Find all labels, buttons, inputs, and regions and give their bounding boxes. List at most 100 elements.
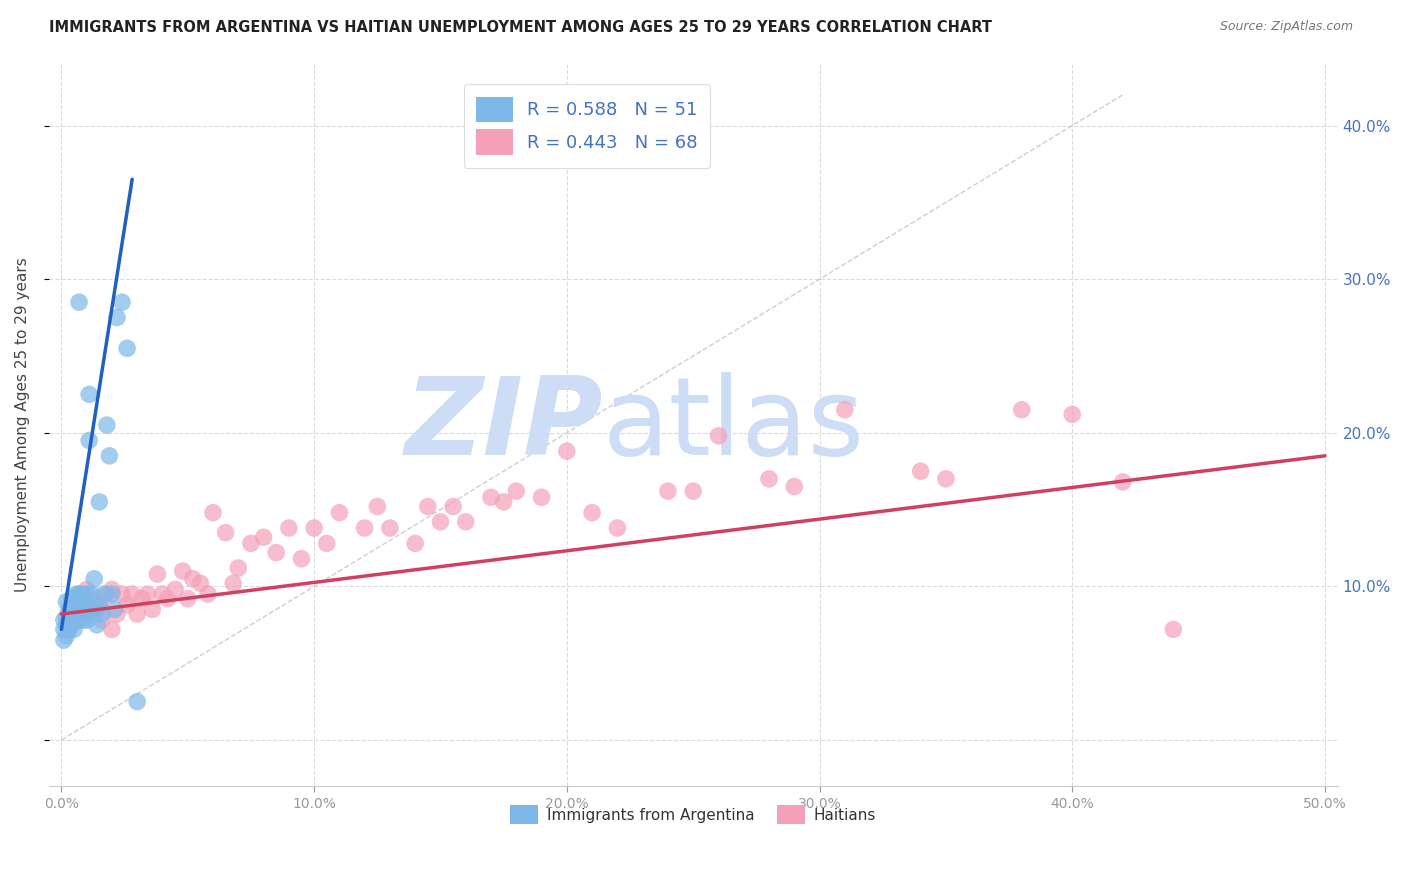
Point [70,602,93,616]
Point [239,536,262,550]
Point [70,587,93,601]
Point [67,587,90,601]
Point [101,582,124,597]
Point [63,595,86,609]
Point [910,464,932,478]
Point [58,607,80,621]
Point [63,598,86,612]
Legend: Immigrants from Argentina, Haitians: Immigrants from Argentina, Haitians [503,798,883,830]
Point [190,576,212,591]
Point [707,429,730,443]
Point [55,595,77,609]
Point [83,572,105,586]
Point [115,598,138,612]
Point [58,602,80,616]
Point [353,521,375,535]
Point [1011,402,1033,417]
Point [378,521,401,535]
Text: atlas: atlas [603,372,865,478]
Point [404,536,426,550]
Point [65,587,87,601]
Point [89,598,111,612]
Point [181,572,204,586]
Point [89,495,111,509]
Point [80,607,103,621]
Point [530,491,553,505]
Point [60,610,83,624]
Point [55,617,77,632]
Text: Source: ZipAtlas.com: Source: ZipAtlas.com [1219,20,1353,33]
Point [127,695,149,709]
Text: IMMIGRANTS FROM ARGENTINA VS HAITIAN UNEMPLOYMENT AMONG AGES 25 TO 29 YEARS CORR: IMMIGRANTS FROM ARGENTINA VS HAITIAN UNE… [49,20,993,35]
Point [70,607,93,621]
Point [505,484,527,499]
Point [834,402,856,417]
Point [73,595,96,609]
Point [52,623,75,637]
Point [89,598,111,612]
Point [77,387,100,401]
Point [222,576,245,591]
Point [101,587,124,601]
Point [111,587,134,601]
Point [90,613,112,627]
Point [63,610,86,624]
Point [76,613,98,627]
Point [441,500,464,514]
Point [606,521,628,535]
Point [80,602,103,616]
Point [226,561,249,575]
Point [172,564,194,578]
Point [290,551,312,566]
Point [70,613,93,627]
Point [131,591,153,606]
Point [214,525,236,540]
Point [105,310,128,325]
Point [136,587,159,601]
Point [202,506,225,520]
Y-axis label: Unemployment Among Ages 25 to 29 years: Unemployment Among Ages 25 to 29 years [15,258,30,592]
Point [555,444,578,458]
Point [73,607,96,621]
Point [77,434,100,448]
Point [60,591,83,606]
Point [315,536,337,550]
Point [67,295,90,310]
Point [156,591,179,606]
Point [86,602,108,616]
Point [302,521,325,535]
Point [80,587,103,601]
Point [197,587,219,601]
Point [65,613,87,627]
Point [1112,475,1135,489]
Text: ZIP: ZIP [405,372,603,478]
Point [1163,623,1185,637]
Point [783,479,806,493]
Point [76,582,98,597]
Point [101,623,124,637]
Point [429,515,451,529]
Point [366,500,388,514]
Point [90,607,112,621]
Point [58,623,80,637]
Point [52,633,75,648]
Point [70,613,93,627]
Point [67,595,90,609]
Point [935,472,957,486]
Point [121,587,143,601]
Point [416,500,439,514]
Point [76,587,98,601]
Point [96,587,118,601]
Point [479,491,502,505]
Point [177,591,200,606]
Point [58,613,80,627]
Point [165,582,187,597]
Point [152,587,174,601]
Point [103,602,125,616]
Point [98,449,121,463]
Point [141,602,163,616]
Point [277,521,299,535]
Point [252,530,274,544]
Point [492,495,515,509]
Point [55,629,77,643]
